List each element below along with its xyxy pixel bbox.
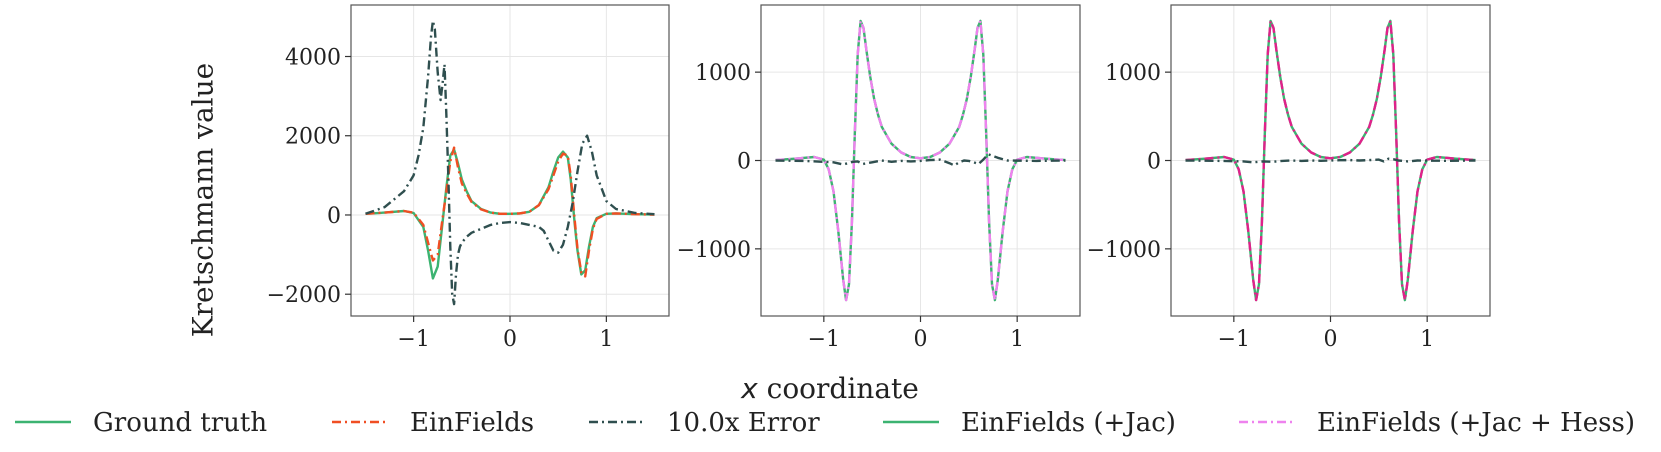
y-tick-label: −2000 bbox=[267, 283, 341, 308]
y-tick-label: 4000 bbox=[285, 46, 341, 71]
x-tick-label: −1 bbox=[1218, 327, 1250, 352]
x-tick-label: 0 bbox=[914, 327, 928, 352]
y-axis-title: Kretschmann value bbox=[187, 63, 220, 338]
x-axis-label-rest: coordinate bbox=[758, 372, 919, 405]
y-tick-label: −1000 bbox=[677, 238, 751, 263]
y-tick-label: 1000 bbox=[1105, 61, 1161, 86]
legend-label: EinFields bbox=[410, 408, 534, 438]
legend-label: Ground truth bbox=[93, 408, 267, 438]
x-tick-label: 0 bbox=[1324, 327, 1338, 352]
y-tick-label: 2000 bbox=[285, 125, 341, 150]
series-line-10-0x-error bbox=[1185, 157, 1476, 164]
x-tick-label: 0 bbox=[503, 327, 517, 352]
series-line-einfields bbox=[365, 146, 655, 278]
legend-label: 10.0x Error bbox=[667, 408, 820, 438]
y-tick-label: 0 bbox=[327, 204, 341, 229]
y-tick-label: 0 bbox=[1147, 150, 1161, 175]
y-tick-label: −1000 bbox=[1087, 238, 1161, 263]
series-line-einfields-jac-hess bbox=[1185, 19, 1476, 302]
legend: Ground truth EinFields 10.0x Error EinField… bbox=[15, 408, 1635, 438]
y-tick-label: 0 bbox=[737, 150, 751, 175]
x-tick-label: 1 bbox=[1010, 327, 1024, 352]
series-line-10-0x-error bbox=[775, 153, 1066, 167]
panel-center: −1 0 1 −1000 0 1000 bbox=[677, 4, 1081, 352]
x-tick-label: −1 bbox=[397, 327, 429, 352]
x-axis-title: x coordinate bbox=[740, 372, 919, 405]
series-line-ground-truth bbox=[365, 148, 655, 280]
series-line-10-0x-error bbox=[365, 19, 655, 306]
x-axis-variable: x bbox=[740, 372, 758, 405]
y-tick-label: 1000 bbox=[695, 61, 751, 86]
series-line-einfields-jac-hess bbox=[775, 19, 1066, 302]
x-tick-label: −1 bbox=[808, 327, 840, 352]
panel-right: −1 0 1 −1000 0 1000 bbox=[1087, 4, 1491, 352]
panel-left: −1 0 1 −2000 0 2000 4000 bbox=[267, 4, 670, 352]
legend-label: EinFields (+Jac) bbox=[961, 408, 1176, 438]
x-tick-label: 1 bbox=[599, 327, 613, 352]
legend-label: EinFields (+Jac + Hess) bbox=[1317, 408, 1635, 438]
x-tick-label: 1 bbox=[1420, 327, 1434, 352]
